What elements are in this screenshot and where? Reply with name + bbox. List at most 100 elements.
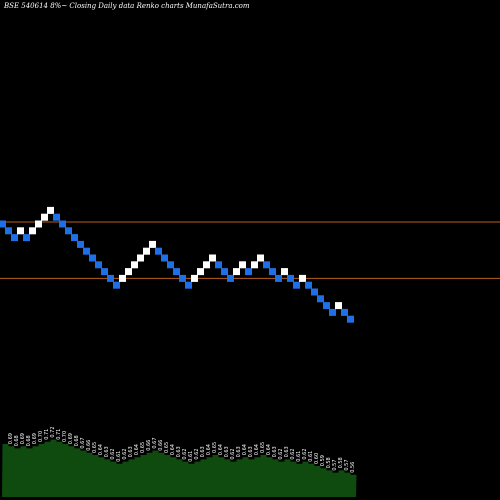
volume-label: 0.62 [122,448,128,459]
volume-label: 0.69 [8,433,14,444]
up-brick [191,274,198,282]
volume-label: 0.58 [326,457,332,468]
renko-bricks [0,206,354,323]
volume-label: 0.63 [104,446,110,457]
volume-label: 0.66 [146,440,152,451]
down-brick [107,274,114,282]
volume-label: 0.63 [200,446,206,457]
down-brick [167,261,174,269]
down-brick [329,308,336,316]
volume-label: 0.62 [182,448,188,459]
volume-label: 0.69 [20,433,26,444]
volume-label: 0.70 [38,431,44,442]
volume-area-shape [2,439,357,497]
up-brick [119,274,126,282]
up-brick [41,213,48,221]
down-brick [83,247,90,255]
volume-label: 0.56 [350,462,356,473]
volume-label: 0.68 [14,435,20,446]
volume-label: 0.64 [98,444,104,455]
up-brick [239,261,246,269]
down-brick [341,308,348,316]
up-brick [17,227,24,235]
down-brick [113,281,120,289]
up-brick [251,261,258,269]
down-brick [293,281,300,289]
volume-label: 0.62 [302,448,308,459]
volume-label: 0.63 [128,446,134,457]
volume-label: 0.64 [206,444,212,455]
volume-label: 0.71 [56,429,62,440]
volume-label: 0.61 [296,451,302,462]
volume-label: 0.71 [44,429,50,440]
volume-label: 0.72 [50,426,56,437]
down-brick [317,295,324,303]
down-brick [101,268,108,276]
volume-label: 0.63 [248,446,254,457]
up-brick [125,268,132,276]
up-brick [335,302,342,310]
volume-label: 0.63 [284,446,290,457]
down-brick [269,268,276,276]
down-brick [65,227,72,235]
down-brick [215,261,222,269]
volume-label: 0.65 [212,442,218,453]
down-brick [71,234,78,242]
up-brick [131,261,138,269]
down-brick [161,254,168,262]
volume-label: 0.62 [110,448,116,459]
down-brick [347,315,354,323]
down-brick [227,274,234,282]
volume-label: 0.58 [338,457,344,468]
down-brick [263,261,270,269]
up-brick [203,261,210,269]
down-brick [89,254,96,262]
volume-label: 0.65 [260,442,266,453]
down-brick [245,268,252,276]
volume-label: 0.64 [254,444,260,455]
up-brick [47,206,54,214]
down-brick [287,274,294,282]
down-brick [185,281,192,289]
down-brick [11,234,18,242]
volume-label: 0.63 [224,446,230,457]
up-brick [209,254,216,262]
volume-label: 0.65 [92,442,98,453]
volume-label: 0.63 [176,446,182,457]
volume-label: 0.66 [86,440,92,451]
volume-label: 0.67 [80,437,86,448]
up-brick [281,268,288,276]
volume-label: 0.64 [170,444,176,455]
volume-label: 0.62 [194,448,200,459]
volume-label: 0.64 [134,444,140,455]
volume-label: 0.62 [290,448,296,459]
volume-label: 0.68 [74,435,80,446]
volume-label: 0.67 [152,437,158,448]
volume-label: 0.63 [236,446,242,457]
volume-label: 0.69 [68,433,74,444]
down-brick [95,261,102,269]
down-brick [305,281,312,289]
up-brick [143,247,150,255]
down-brick [311,288,318,296]
up-brick [35,220,42,228]
down-brick [155,247,162,255]
down-brick [173,268,180,276]
up-brick [233,268,240,276]
volume-label: 0.62 [278,448,284,459]
up-brick [137,254,144,262]
down-brick [59,220,66,228]
volume-label: 0.70 [62,431,68,442]
up-brick [257,254,264,262]
volume-label: 0.66 [158,440,164,451]
down-brick [23,234,30,242]
volume-label: 0.65 [140,442,146,453]
down-brick [275,274,282,282]
volume-label: 0.64 [242,444,248,455]
volume-label: 0.65 [164,442,170,453]
volume-label: 0.59 [320,455,326,466]
volume-label: 0.63 [272,446,278,457]
down-brick [323,302,330,310]
up-brick [29,227,36,235]
